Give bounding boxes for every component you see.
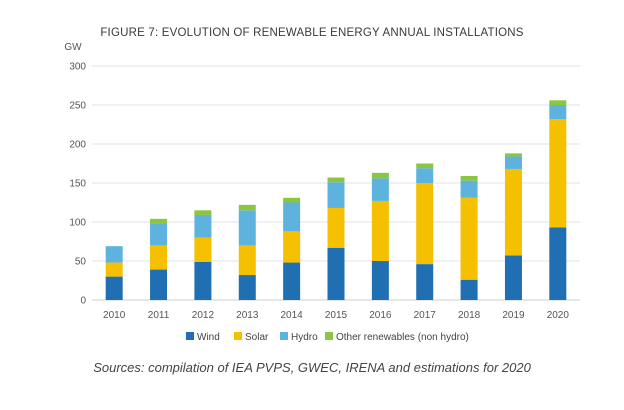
bar-hydro-2014 (283, 202, 301, 232)
bar-hydro-2020 (549, 105, 567, 120)
x-tick-label: 2020 (547, 310, 570, 321)
bar-other-2015 (327, 177, 345, 183)
legend-label: Hydro (291, 332, 318, 343)
y-tick-labels: 0 50 100 150 200 250 300 (69, 62, 86, 307)
y-tick-label: 200 (69, 140, 86, 151)
bar-hydro-2017 (416, 168, 434, 183)
bar-other-2013 (238, 204, 256, 211)
bar-other-2016 (371, 172, 389, 179)
bar-solar-2018 (460, 197, 478, 280)
bars (105, 100, 567, 300)
legend-swatch-solar (234, 332, 242, 340)
bar-wind-2019 (504, 255, 522, 300)
bar-hydro-2016 (371, 178, 389, 201)
bar-solar-2011 (150, 245, 168, 270)
x-tick-label: 2018 (458, 310, 481, 321)
bar-other-2014 (283, 197, 301, 203)
bar-other-2018 (460, 175, 478, 181)
x-tick-label: 2010 (103, 310, 126, 321)
bar-wind-2016 (371, 261, 389, 300)
legend-label: Solar (245, 332, 269, 343)
y-tick-label: 300 (69, 62, 86, 73)
bar-solar-2010 (105, 262, 123, 277)
y-tick-label: 100 (69, 218, 86, 229)
legend-label: Other renewables (non hydro) (336, 332, 469, 343)
y-tick-label: 150 (69, 179, 86, 190)
bar-hydro-2018 (460, 180, 478, 198)
bar-wind-2011 (150, 269, 168, 300)
bar-wind-2017 (416, 264, 434, 300)
bar-solar-2013 (238, 245, 256, 276)
legend-swatch-hydro (280, 332, 288, 340)
bar-solar-2017 (416, 183, 434, 265)
legend-swatch-wind (186, 332, 194, 340)
bar-wind-2015 (327, 247, 345, 300)
x-tick-label: 2016 (369, 310, 392, 321)
bar-hydro-2019 (504, 156, 522, 169)
bar-hydro-2012 (194, 214, 212, 238)
y-tick-label: 50 (75, 257, 87, 268)
bar-hydro-2015 (327, 182, 345, 208)
bar-solar-2012 (194, 237, 212, 262)
x-tick-label: 2012 (192, 310, 215, 321)
bar-solar-2019 (504, 168, 522, 256)
bar-wind-2013 (238, 275, 256, 300)
bar-wind-2014 (283, 262, 301, 300)
legend-swatch-other (325, 332, 333, 340)
x-tick-label: 2014 (281, 310, 304, 321)
bar-solar-2015 (327, 207, 345, 248)
y-tick-label: 250 (69, 101, 86, 112)
bar-other-2020 (549, 100, 567, 105)
bar-hydro-2010 (105, 246, 123, 263)
bar-wind-2020 (549, 227, 567, 300)
y-tick-label: 0 (80, 296, 86, 307)
bar-other-2017 (416, 163, 434, 169)
source-note: Sources: compilation of IEA PVPS, GWEC, … (93, 360, 531, 375)
bar-solar-2016 (371, 200, 389, 261)
bar-other-2019 (504, 153, 522, 157)
x-tick-label: 2011 (148, 310, 170, 321)
legend-label: Wind (197, 332, 220, 343)
bar-hydro-2013 (238, 210, 256, 246)
legend: Wind Solar Hydro Other renewables (non hydr… (186, 332, 469, 343)
bar-solar-2014 (283, 231, 301, 263)
y-axis-label: GW (64, 42, 82, 53)
bar-wind-2010 (105, 276, 123, 300)
bar-other-2011 (150, 218, 168, 224)
bar-wind-2012 (194, 261, 212, 300)
x-tick-label: 2013 (236, 310, 259, 321)
x-tick-labels: 2010 2011 2012 2013 2014 2015 2016 2017 2018 2019… (103, 310, 569, 321)
bar-hydro-2011 (150, 223, 168, 246)
x-tick-label: 2019 (502, 310, 525, 321)
bar-solar-2020 (549, 119, 567, 228)
bar-wind-2018 (460, 279, 478, 300)
chart-title: FIGURE 7: EVOLUTION OF RENEWABLE ENERGY … (100, 27, 524, 39)
x-tick-label: 2015 (325, 310, 348, 321)
bar-other-2012 (194, 210, 212, 215)
x-tick-label: 2017 (414, 310, 437, 321)
